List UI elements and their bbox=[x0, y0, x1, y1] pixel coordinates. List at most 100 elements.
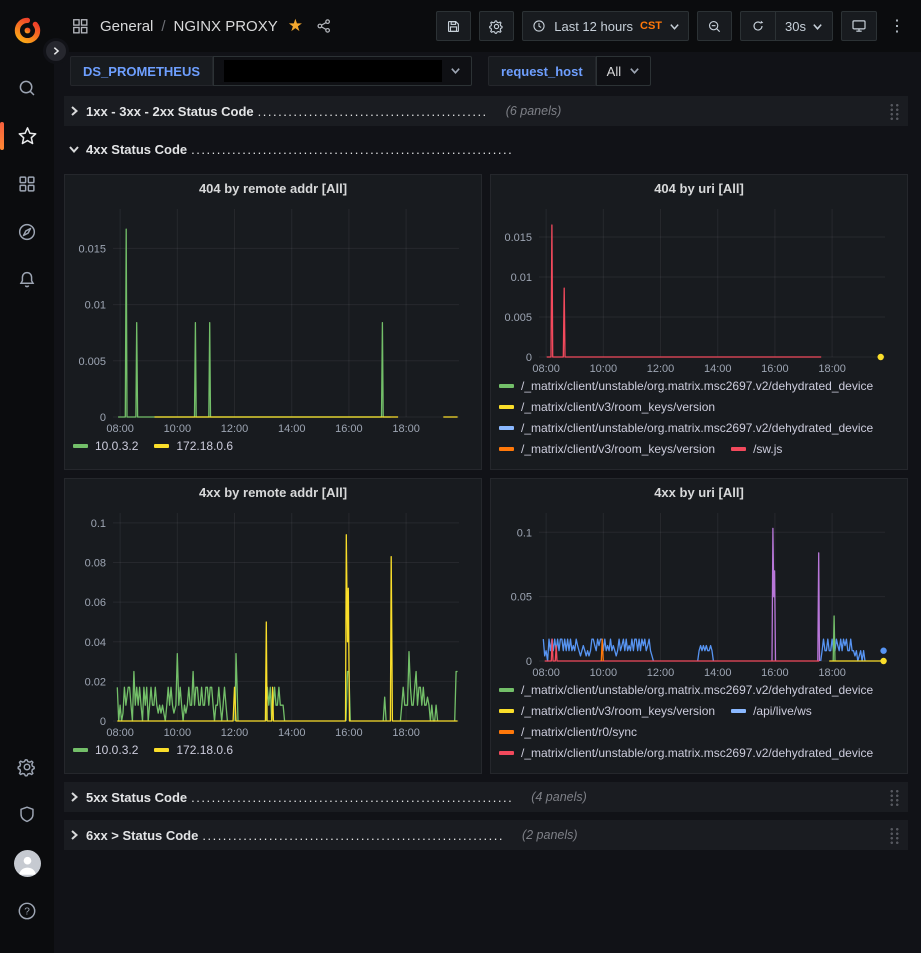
variable-label-ds[interactable]: DS_PROMETHEUS bbox=[70, 56, 214, 86]
legend-item[interactable]: /sw.js bbox=[731, 442, 782, 456]
time-series-chart[interactable]: 0 0.02 0.04 0.06 0.08 0.1 08:00 10:00 12:00 14:00… bbox=[73, 505, 473, 741]
tv-mode-button[interactable] bbox=[841, 11, 877, 41]
svg-text:0.015: 0.015 bbox=[78, 243, 106, 255]
row-drag-handle[interactable] bbox=[889, 826, 900, 844]
chevron-right-icon bbox=[68, 791, 80, 803]
timezone-label: CST bbox=[640, 20, 663, 32]
favorite-star-icon[interactable]: ★ bbox=[287, 16, 303, 35]
legend-item[interactable]: /_matrix/client/unstable/org.matrix.msc2… bbox=[499, 683, 873, 697]
chart-canvas[interactable]: 0 0.02 0.04 0.06 0.08 0.1 08:00 10:00 12:00 14:00… bbox=[73, 505, 473, 741]
gear-icon bbox=[489, 19, 503, 34]
save-dashboard-button[interactable] bbox=[436, 11, 472, 41]
row-panel-count: (6 panels) bbox=[505, 104, 562, 118]
panel-title[interactable]: 4xx by remote addr [All] bbox=[198, 484, 348, 500]
panel-title[interactable]: 4xx by uri [All] bbox=[654, 484, 744, 500]
svg-text:0.1: 0.1 bbox=[91, 518, 106, 530]
legend-label: 10.0.3.2 bbox=[95, 743, 139, 757]
panel-title[interactable]: 404 by uri [All] bbox=[654, 180, 744, 196]
time-range-picker[interactable]: Last 12 hours CST bbox=[522, 11, 690, 41]
more-options-button[interactable]: ⋮ bbox=[885, 16, 909, 36]
svg-text:0.06: 0.06 bbox=[85, 597, 106, 609]
chevron-right-icon bbox=[68, 105, 80, 117]
time-series-chart[interactable]: 0 0.05 0.1 08:00 10:00 12:00 14:00 16:00 18:00 bbox=[499, 505, 899, 681]
share-icon[interactable] bbox=[315, 17, 333, 35]
svg-text:08:00: 08:00 bbox=[532, 363, 560, 375]
zoom-out-button[interactable] bbox=[697, 11, 733, 41]
sidebar-item-configuration[interactable] bbox=[5, 747, 49, 787]
legend-swatch bbox=[499, 426, 514, 430]
breadcrumb-separator: / bbox=[161, 17, 166, 35]
legend-item[interactable]: /_matrix/client/v3/room_keys/version bbox=[499, 704, 715, 718]
sidebar-item-search[interactable] bbox=[5, 68, 49, 108]
legend-item[interactable]: 10.0.3.2 bbox=[73, 743, 138, 757]
sidebar-item-help[interactable]: ? bbox=[5, 891, 49, 931]
grafana-logo[interactable] bbox=[5, 10, 49, 50]
legend-item[interactable]: /_matrix/client/v3/room_keys/version bbox=[499, 442, 715, 456]
breadcrumb-title[interactable]: NGINX PROXY bbox=[173, 17, 278, 35]
row-panel-count: (2 panels) bbox=[521, 828, 578, 842]
svg-text:14:00: 14:00 bbox=[704, 667, 732, 679]
breadcrumb: General / NGINX PROXY bbox=[100, 18, 278, 35]
chart-canvas[interactable]: 0 0.005 0.01 0.015 08:00 10:00 12:00 14:00 16:00… bbox=[499, 201, 899, 377]
svg-text:0.04: 0.04 bbox=[85, 637, 106, 649]
sidebar-item-explore[interactable] bbox=[5, 212, 49, 252]
dashboard-settings-button[interactable] bbox=[479, 11, 515, 41]
variable-value-request-host[interactable]: All bbox=[595, 56, 652, 86]
legend-item[interactable]: /_matrix/client/unstable/org.matrix.msc2… bbox=[499, 746, 873, 760]
sidebar-item-server-admin[interactable] bbox=[5, 795, 49, 835]
chevron-down-icon bbox=[813, 23, 822, 30]
panel-title[interactable]: 404 by remote addr [All] bbox=[198, 180, 348, 196]
redacted-value bbox=[224, 60, 443, 82]
help-icon: ? bbox=[18, 902, 36, 920]
legend-item[interactable]: 172.18.0.6 bbox=[154, 743, 233, 757]
chart-canvas[interactable]: 0 0.05 0.1 08:00 10:00 12:00 14:00 16:00 18:00 bbox=[499, 505, 899, 681]
refresh-interval-select[interactable]: 30s bbox=[775, 12, 832, 40]
sidebar-item-dashboards[interactable] bbox=[5, 164, 49, 204]
legend-item[interactable]: /_matrix/client/unstable/org.matrix.msc2… bbox=[499, 379, 873, 393]
refresh-button[interactable] bbox=[741, 12, 775, 40]
svg-text:08:00: 08:00 bbox=[106, 727, 134, 739]
time-series-chart[interactable]: 0 0.005 0.01 0.015 08:00 10:00 12:00 14:00 16:00… bbox=[499, 201, 899, 377]
legend-label: /_matrix/client/unstable/org.matrix.msc2… bbox=[521, 379, 874, 393]
row-toggle-5xx[interactable]: 5xx Status Code ........................… bbox=[64, 782, 908, 812]
svg-text:18:00: 18:00 bbox=[818, 363, 846, 375]
breadcrumb-section[interactable]: General bbox=[100, 17, 154, 35]
zoom-out-icon bbox=[709, 20, 721, 32]
time-series-chart[interactable]: 0 0.005 0.01 0.015 08:00 10:00 12:00 14:00 16:00… bbox=[73, 201, 473, 437]
row-drag-handle[interactable] bbox=[889, 102, 900, 120]
legend-item[interactable]: 172.18.0.6 bbox=[154, 439, 233, 453]
row-drag-handle[interactable] bbox=[889, 788, 900, 806]
main-area: General / NGINX PROXY ★ Last 12 hours CS… bbox=[54, 0, 921, 953]
svg-text:0.02: 0.02 bbox=[85, 676, 106, 688]
svg-text:14:00: 14:00 bbox=[278, 423, 306, 435]
row-toggle-6xx[interactable]: 6xx > Status Code ......................… bbox=[64, 820, 908, 850]
variable-label-request-host[interactable]: request_host bbox=[488, 56, 596, 86]
legend-label: /_matrix/client/unstable/org.matrix.msc2… bbox=[521, 746, 874, 760]
variable-value-ds[interactable] bbox=[213, 56, 473, 86]
panel-grid: 404 by remote addr [All] 0 0.005 0.01 0.015… bbox=[64, 174, 908, 774]
row-toggle-1xx-3xx-2xx[interactable]: 1xx - 3xx - 2xx Status Code ............… bbox=[64, 96, 908, 126]
row-panel-count: (4 panels) bbox=[531, 790, 587, 804]
legend-item[interactable]: /_matrix/client/v3/room_keys/version bbox=[499, 400, 715, 414]
legend-item[interactable]: /_matrix/client/unstable/org.matrix.msc2… bbox=[499, 421, 873, 435]
sidebar-expand-button[interactable] bbox=[43, 38, 69, 64]
sidebar-item-alerting[interactable] bbox=[5, 260, 49, 300]
chevron-down-icon bbox=[450, 64, 461, 79]
variable-value-label: All bbox=[606, 63, 622, 79]
legend-swatch bbox=[499, 384, 514, 388]
panel-legend: 10.0.3.2 172.18.0.6 bbox=[73, 439, 473, 463]
legend-item[interactable]: /api/live/ws bbox=[731, 704, 812, 718]
gear-icon bbox=[17, 759, 35, 777]
svg-text:14:00: 14:00 bbox=[278, 727, 306, 739]
legend-item[interactable]: /_matrix/client/r0/sync bbox=[499, 725, 637, 739]
legend-swatch bbox=[499, 405, 514, 409]
legend-item[interactable]: 10.0.3.2 bbox=[73, 439, 138, 453]
legend-swatch bbox=[73, 444, 88, 448]
svg-text:10:00: 10:00 bbox=[164, 727, 192, 739]
chart-canvas[interactable]: 0 0.005 0.01 0.015 08:00 10:00 12:00 14:00 16:00… bbox=[73, 201, 473, 437]
row-toggle-4xx[interactable]: 4xx Status Code ........................… bbox=[64, 134, 908, 164]
sidebar-item-starred[interactable] bbox=[0, 116, 49, 156]
sidebar-item-profile[interactable] bbox=[5, 843, 49, 883]
apps-grid-icon bbox=[19, 176, 35, 192]
